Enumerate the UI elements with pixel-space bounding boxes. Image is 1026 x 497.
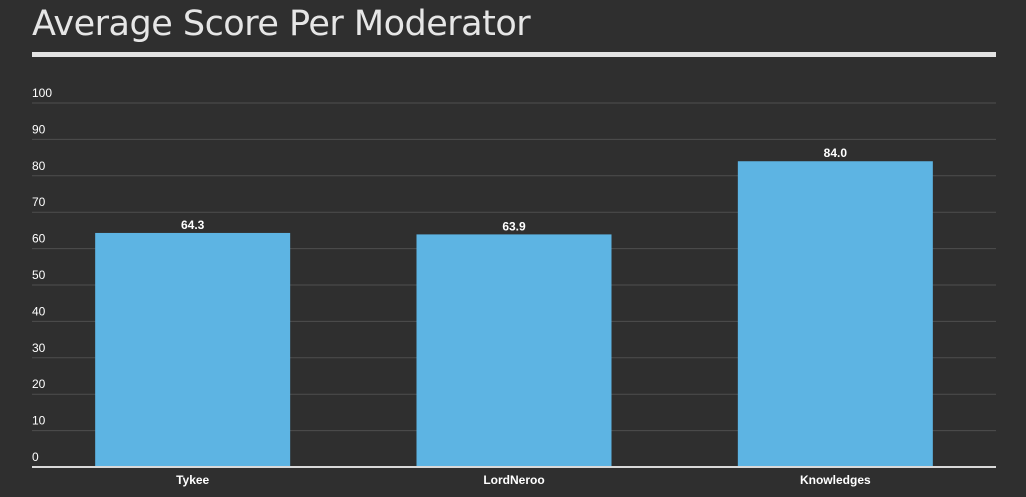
y-tick-label: 30 bbox=[32, 341, 46, 355]
x-axis-categories: Tykee LordNeroo Knowledges bbox=[176, 473, 871, 487]
y-axis-ticks: 0 10 20 30 40 50 60 70 80 90 100 bbox=[32, 86, 52, 464]
bar-value-label: 84.0 bbox=[824, 146, 848, 160]
x-category-label: Knowledges bbox=[800, 473, 871, 487]
y-tick-label: 60 bbox=[32, 232, 46, 246]
x-category-label: Tykee bbox=[176, 473, 209, 487]
title-underline bbox=[32, 52, 996, 57]
y-tick-label: 0 bbox=[32, 450, 39, 464]
y-tick-label: 20 bbox=[32, 377, 46, 391]
bar-value-label: 63.9 bbox=[502, 219, 526, 233]
y-tick-label: 90 bbox=[32, 122, 46, 136]
bar-value-label: 64.3 bbox=[181, 218, 205, 232]
x-category-label: LordNeroo bbox=[483, 473, 544, 487]
bar bbox=[95, 232, 291, 467]
y-tick-label: 80 bbox=[32, 159, 46, 173]
bars bbox=[95, 161, 933, 468]
data-labels: 64.3 63.9 84.0 bbox=[181, 146, 847, 233]
y-tick-label: 40 bbox=[32, 304, 46, 318]
bar bbox=[737, 161, 933, 468]
y-tick-label: 70 bbox=[32, 195, 46, 209]
y-tick-label: 50 bbox=[32, 268, 46, 282]
y-tick-label: 10 bbox=[32, 414, 46, 428]
bar bbox=[416, 234, 612, 467]
chart-title: Average Score Per Moderator bbox=[32, 4, 531, 44]
y-tick-label: 100 bbox=[32, 86, 52, 100]
